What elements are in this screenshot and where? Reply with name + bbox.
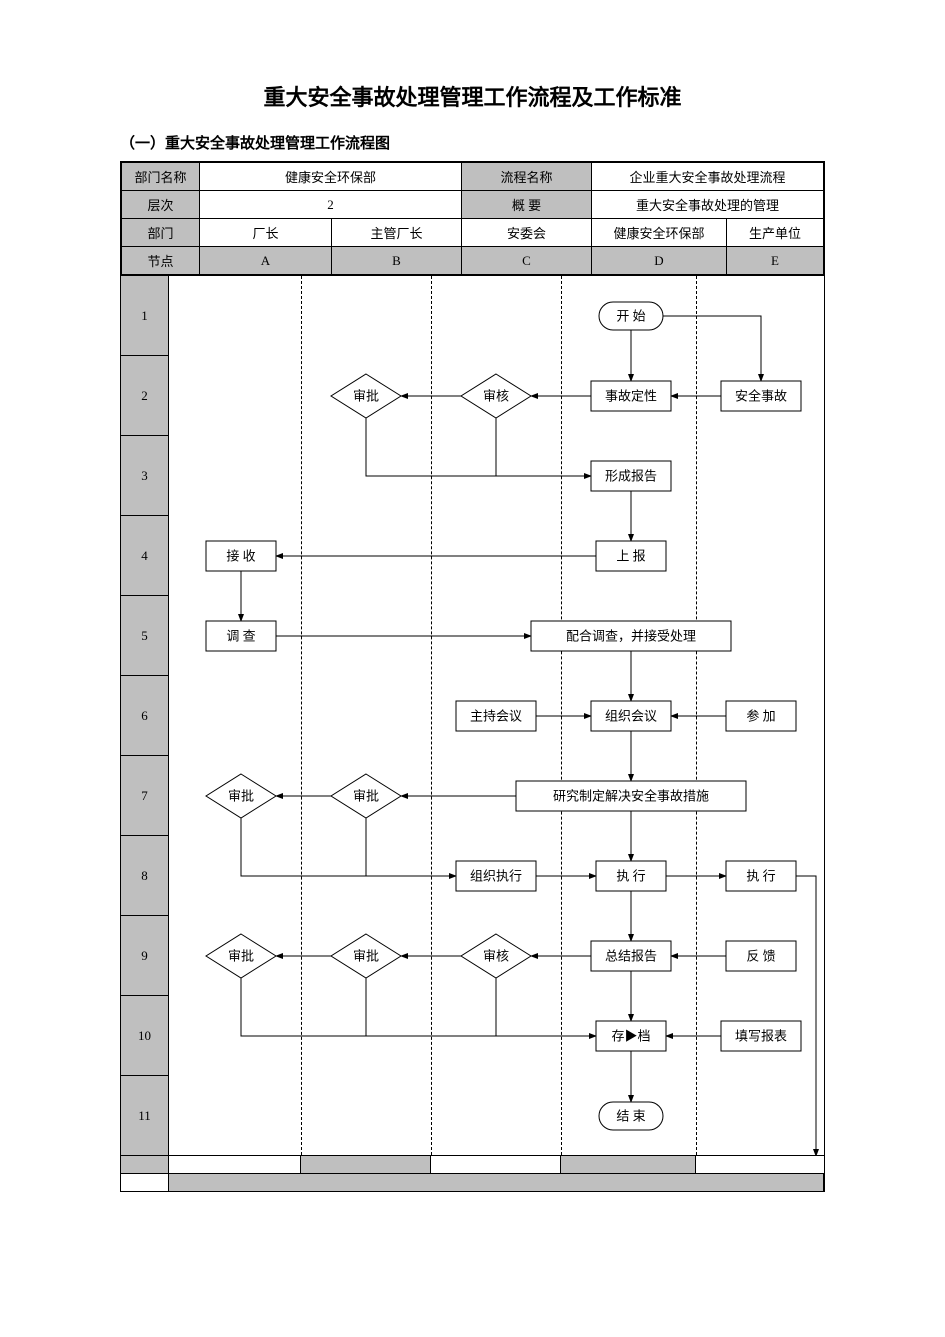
node-fill_form: 填写报表 xyxy=(721,1021,801,1051)
node-start: 开 始 xyxy=(599,302,663,330)
svg-text:填写报表: 填写报表 xyxy=(735,1029,787,1044)
svg-text:审批: 审批 xyxy=(228,789,254,804)
svg-text:配合调查，并接受处理: 配合调查，并接受处理 xyxy=(566,629,696,644)
summary-label: 概 要 xyxy=(462,191,592,219)
svg-text:执 行: 执 行 xyxy=(616,869,645,884)
svg-text:审核: 审核 xyxy=(483,389,509,404)
node-archive: 存▶档 xyxy=(596,1021,666,1051)
svg-text:审核: 审核 xyxy=(483,949,509,964)
node-row-label: 节点 xyxy=(122,247,200,275)
svg-text:上 报: 上 报 xyxy=(616,549,645,564)
flowchart-container: 部门名称 健康安全环保部 流程名称 企业重大安全事故处理流程 层次 2 概 要 … xyxy=(120,161,825,1192)
lane-b: B xyxy=(332,247,462,275)
page-title: 重大安全事故处理管理工作流程及工作标准 xyxy=(120,80,825,112)
svg-text:结 束: 结 束 xyxy=(616,1109,645,1124)
node-research: 研究制定解决安全事故措施 xyxy=(516,781,746,811)
svg-text:事故定性: 事故定性 xyxy=(605,389,657,404)
svg-text:安全事故: 安全事故 xyxy=(735,389,787,404)
lane-a: A xyxy=(200,247,332,275)
svg-text:组织会议: 组织会议 xyxy=(605,709,657,724)
node-investigate: 调 查 xyxy=(206,621,276,651)
node-submit: 上 报 xyxy=(596,541,666,571)
flow-area: 1234567891011开 始安全事故事故定性审核审批形成报告上 报接 收调 … xyxy=(121,275,824,1155)
svg-text:组织执行: 组织执行 xyxy=(470,869,522,884)
dept-col-b: 主管厂长 xyxy=(332,219,462,247)
node-summary: 总结报告 xyxy=(591,941,671,971)
node-review2: 审核 xyxy=(461,374,531,418)
lane-e: E xyxy=(727,247,824,275)
dept-label: 部门名称 xyxy=(122,163,200,191)
node-attend: 参 加 xyxy=(726,701,796,731)
svg-text:存▶档: 存▶档 xyxy=(611,1029,650,1044)
svg-text:执 行: 执 行 xyxy=(746,869,775,884)
node-approve9b: 审批 xyxy=(331,934,401,978)
node-receive: 接 收 xyxy=(206,541,276,571)
node-execute_d: 执 行 xyxy=(596,861,666,891)
summary-value: 重大安全事故处理的管理 xyxy=(592,191,824,219)
node-feedback: 反 馈 xyxy=(726,941,796,971)
node-approve2: 审批 xyxy=(331,374,401,418)
footer-row-2 xyxy=(121,1173,824,1191)
node-approve7a: 审批 xyxy=(206,774,276,818)
flowchart-svg: 开 始安全事故事故定性审核审批形成报告上 报接 收调 查配合调查，并接受处理主持… xyxy=(121,276,824,1156)
svg-text:总结报告: 总结报告 xyxy=(605,949,657,964)
header-table: 部门名称 健康安全环保部 流程名称 企业重大安全事故处理流程 层次 2 概 要 … xyxy=(121,162,824,275)
svg-text:研究制定解决安全事故措施: 研究制定解决安全事故措施 xyxy=(553,789,709,804)
dept-col-d: 健康安全环保部 xyxy=(592,219,727,247)
svg-text:审批: 审批 xyxy=(353,389,379,404)
lane-c: C xyxy=(462,247,592,275)
node-approve7b: 审批 xyxy=(331,774,401,818)
dept-col-a: 厂长 xyxy=(200,219,332,247)
svg-text:反 馈: 反 馈 xyxy=(746,949,775,964)
svg-text:接 收: 接 收 xyxy=(226,549,255,564)
dept-row-label: 部门 xyxy=(122,219,200,247)
dept-col-e: 生产单位 xyxy=(727,219,824,247)
level-label: 层次 xyxy=(122,191,200,219)
svg-text:审批: 审批 xyxy=(228,949,254,964)
node-org_execute: 组织执行 xyxy=(456,861,536,891)
node-approve9a: 审批 xyxy=(206,934,276,978)
svg-text:主持会议: 主持会议 xyxy=(470,709,522,724)
node-execute_e: 执 行 xyxy=(726,861,796,891)
node-safety_accident: 安全事故 xyxy=(721,381,801,411)
lane-d: D xyxy=(592,247,727,275)
svg-text:审批: 审批 xyxy=(353,789,379,804)
footer-row-1 xyxy=(121,1155,824,1173)
svg-text:开 始: 开 始 xyxy=(616,309,645,324)
node-form_report: 形成报告 xyxy=(591,461,671,491)
node-review9: 审核 xyxy=(461,934,531,978)
svg-text:调 查: 调 查 xyxy=(226,629,255,644)
svg-text:参 加: 参 加 xyxy=(746,709,775,724)
svg-text:形成报告: 形成报告 xyxy=(605,469,657,484)
section-subtitle: （一）重大安全事故处理管理工作流程图 xyxy=(120,132,825,153)
flow-value: 企业重大安全事故处理流程 xyxy=(592,163,824,191)
node-organize_meeting: 组织会议 xyxy=(591,701,671,731)
node-cooperate: 配合调查，并接受处理 xyxy=(531,621,731,651)
dept-col-c: 安委会 xyxy=(462,219,592,247)
dept-value: 健康安全环保部 xyxy=(200,163,462,191)
node-host_meeting: 主持会议 xyxy=(456,701,536,731)
node-end: 结 束 xyxy=(599,1102,663,1130)
level-value: 2 xyxy=(200,191,462,219)
flow-label: 流程名称 xyxy=(462,163,592,191)
svg-text:审批: 审批 xyxy=(353,949,379,964)
node-accident_nature: 事故定性 xyxy=(591,381,671,411)
